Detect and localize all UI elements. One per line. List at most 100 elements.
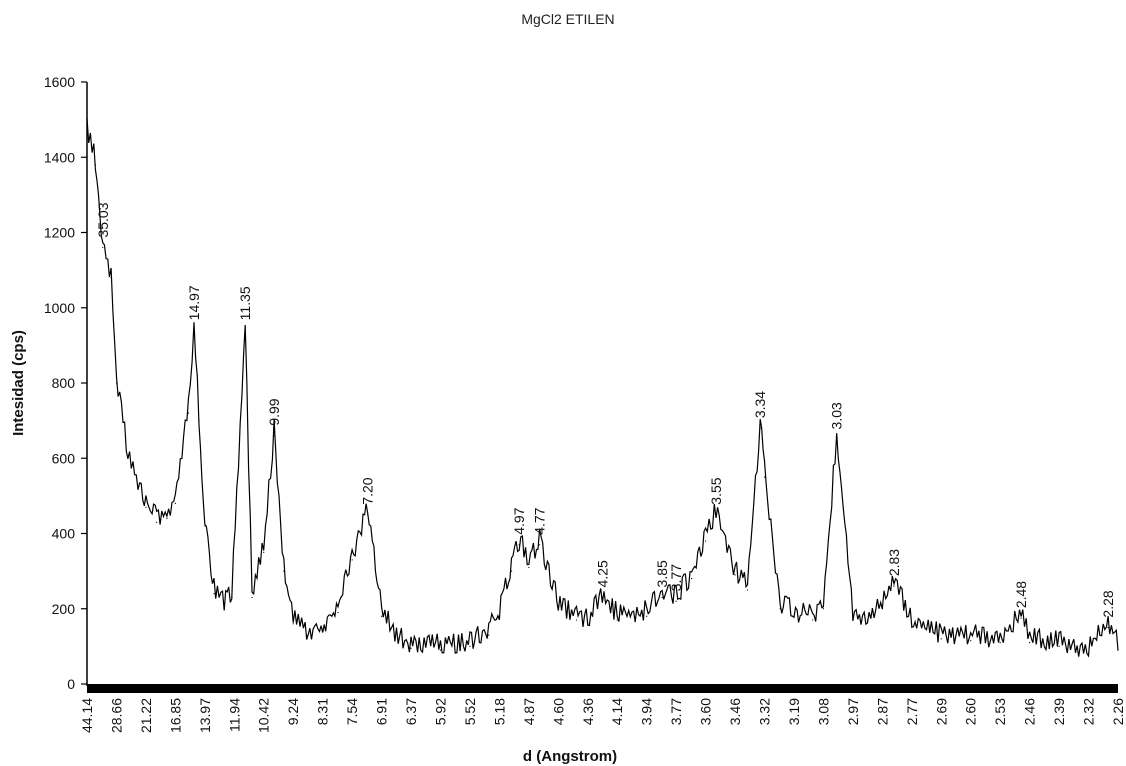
x-tick-label: 16.85 [167, 698, 183, 733]
data-point [893, 585, 895, 587]
data-point [811, 619, 814, 621]
data-point [231, 596, 233, 599]
chart-title: MgCl2 ETILEN [521, 11, 614, 27]
x-tick-label: 2.60 [963, 698, 979, 725]
data-point [1020, 617, 1022, 619]
peak-label: 4.77 [532, 507, 548, 534]
data-point [410, 647, 412, 649]
x-tick-label: 10.42 [256, 698, 272, 733]
x-tick-label: 21.22 [138, 698, 154, 733]
data-point [380, 615, 383, 617]
data-point [528, 566, 530, 568]
data-point [137, 487, 139, 489]
data-point [223, 608, 225, 610]
data-point [204, 525, 206, 527]
data-point [198, 420, 200, 422]
data-point [1058, 645, 1060, 647]
data-point [836, 438, 838, 441]
data-point [1087, 653, 1090, 655]
x-tick-label: 5.92 [432, 698, 448, 725]
peak-label: 35.03 [95, 202, 111, 237]
peak-label: 3.03 [829, 402, 845, 429]
data-point [145, 506, 147, 508]
series-line [86, 118, 1119, 658]
data-point [86, 130, 88, 132]
peak-label: 7.20 [360, 477, 376, 504]
x-tick-label: 2.53 [992, 698, 1008, 725]
data-point [852, 619, 854, 621]
x-tick-label: 5.52 [462, 698, 478, 725]
data-point [759, 427, 761, 429]
x-tick-label: 11.94 [226, 698, 242, 732]
data-point [822, 608, 825, 610]
x-tick-label: 13.97 [197, 698, 213, 733]
data-point [273, 435, 275, 437]
x-tick-label: 3.60 [698, 698, 714, 725]
peak-label: 3.34 [752, 391, 768, 418]
x-tick-label: 2.32 [1081, 698, 1097, 725]
data-point [779, 608, 781, 610]
data-point [193, 329, 195, 331]
data-point [705, 540, 707, 542]
x-tick-label: 2.26 [1110, 698, 1126, 725]
y-tick-label: 1200 [44, 225, 75, 241]
data-point [115, 382, 118, 384]
x-tick-label: 4.60 [550, 698, 566, 725]
data-point [127, 457, 129, 459]
peak-label: 4.25 [594, 560, 610, 587]
data-point [1107, 626, 1109, 629]
data-point [646, 615, 648, 617]
x-tick-label: 2.97 [845, 698, 861, 725]
peak-label: 3.77 [668, 564, 684, 591]
data-point [110, 277, 112, 279]
x-tick-label: 7.54 [344, 698, 360, 725]
data-point [940, 638, 942, 640]
data-point [251, 596, 253, 599]
data-point [690, 578, 693, 580]
data-point [538, 544, 541, 546]
data-point [351, 559, 353, 561]
data-point [557, 608, 559, 610]
data-point [970, 640, 972, 642]
x-tick-label: 2.39 [1051, 698, 1067, 725]
x-tick-label: 28.66 [108, 698, 124, 733]
data-point [469, 645, 471, 647]
data-point [575, 619, 578, 621]
data-point [283, 570, 285, 572]
x-ticks: 44.14 28.66 21.22 16.85 13.97 11.94 10.42 9.24 8… [79, 698, 1126, 733]
data-point [866, 619, 869, 621]
data-point [166, 517, 168, 520]
data-point [616, 619, 618, 621]
data-point [322, 630, 324, 632]
data-point [510, 570, 513, 572]
x-tick-label: 3.32 [757, 698, 773, 725]
peak-label: 4.97 [511, 507, 527, 534]
data-point [439, 649, 442, 651]
peak-label: 3.55 [708, 477, 724, 504]
peak-label: 2.28 [1100, 590, 1116, 617]
y-tick-label: 1400 [44, 149, 75, 165]
data-point [793, 615, 795, 617]
x-tick-label: 2.87 [874, 698, 890, 725]
y-tick-label: 1600 [44, 74, 75, 90]
data-point [488, 634, 490, 636]
series [86, 118, 1119, 658]
data-point [1029, 642, 1031, 644]
x-tick-label: 6.37 [403, 698, 419, 725]
data-point [244, 329, 246, 331]
x-tick-label: 3.08 [815, 698, 831, 725]
data-point [337, 611, 339, 614]
data-point [1117, 649, 1119, 651]
x-tick-label: 3.46 [727, 698, 743, 725]
data-point [367, 514, 369, 516]
x-tick-label: 3.19 [786, 698, 802, 725]
data-point [881, 608, 883, 610]
data-point [763, 476, 766, 478]
x-tick-label: 5.18 [491, 698, 507, 725]
x-tick-label: 6.91 [374, 698, 390, 725]
data-point [715, 514, 717, 516]
data-point [587, 623, 589, 625]
peak-label: 2.83 [886, 549, 902, 576]
data-point [498, 615, 500, 617]
